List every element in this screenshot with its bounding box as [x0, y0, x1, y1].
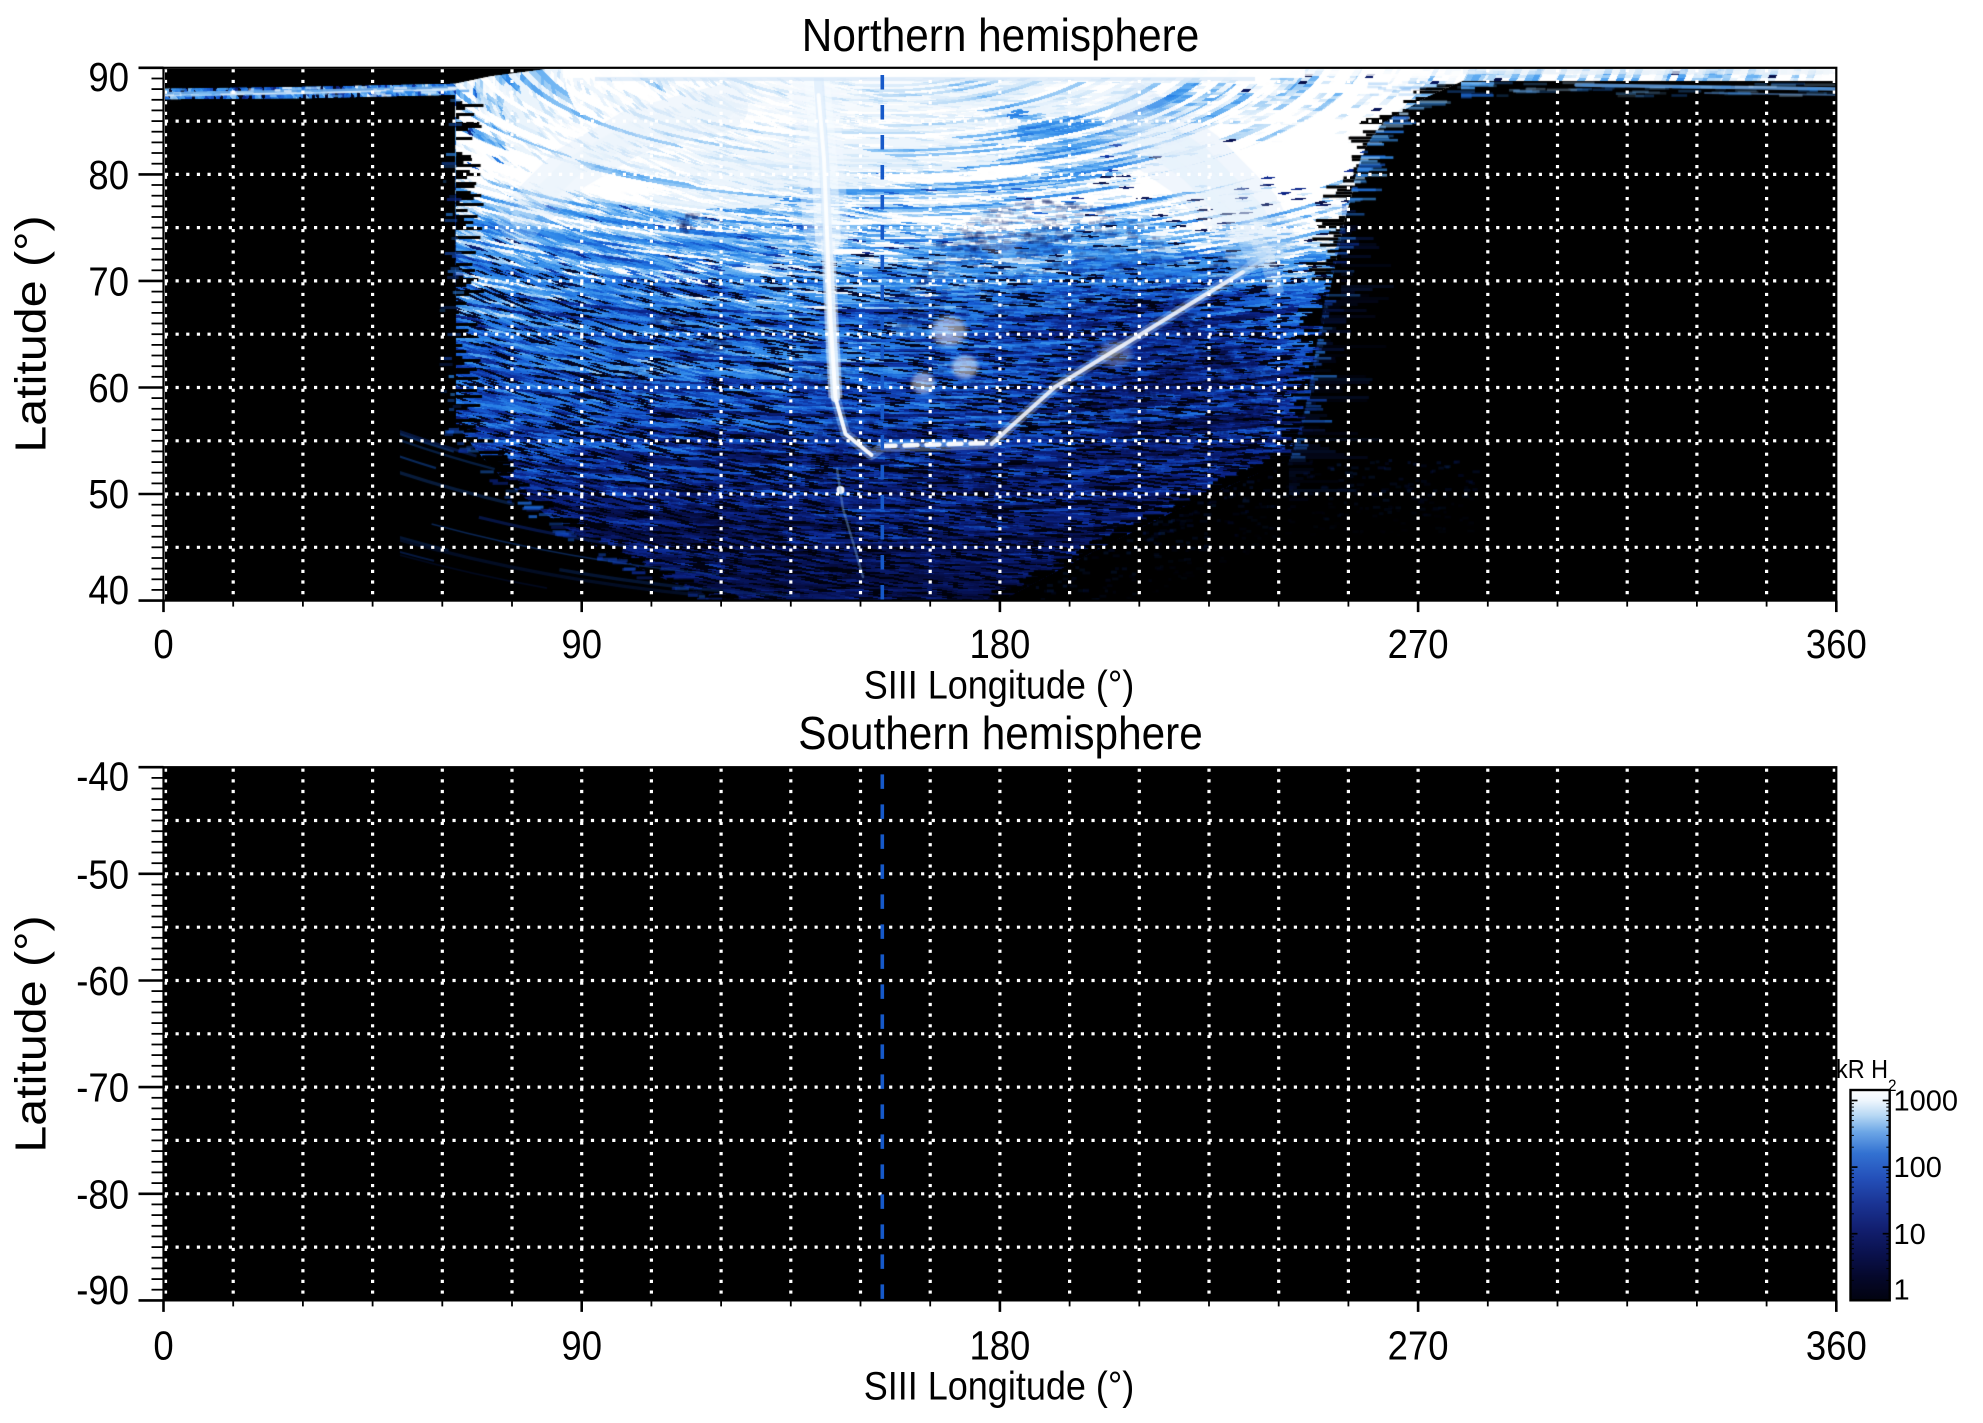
svg-text:50: 50 — [88, 472, 129, 517]
svg-text:180: 180 — [969, 1324, 1030, 1369]
svg-text:1000: 1000 — [1894, 1086, 1959, 1118]
svg-text:270: 270 — [1388, 622, 1449, 667]
svg-text:1: 1 — [1894, 1275, 1910, 1307]
svg-text:90: 90 — [561, 622, 602, 667]
svg-text:-80: -80 — [76, 1172, 129, 1217]
svg-text:Southern hemisphere: Southern hemisphere — [798, 708, 1203, 759]
svg-text:90: 90 — [561, 1324, 602, 1369]
svg-text:-50: -50 — [76, 852, 129, 897]
svg-text:10: 10 — [1894, 1219, 1926, 1251]
svg-text:SIII Longitude (°): SIII Longitude (°) — [864, 664, 1135, 708]
svg-text:SIII Longitude (°): SIII Longitude (°) — [864, 1365, 1135, 1409]
svg-text:100: 100 — [1894, 1152, 1942, 1184]
svg-text:360: 360 — [1806, 622, 1867, 667]
svg-text:-90: -90 — [76, 1268, 129, 1313]
svg-text:-70: -70 — [76, 1066, 129, 1111]
svg-text:-60: -60 — [76, 959, 129, 1004]
svg-text:Latitude (°): Latitude (°) — [6, 915, 55, 1152]
svg-text:0: 0 — [153, 1324, 173, 1369]
svg-text:270: 270 — [1388, 1324, 1449, 1369]
svg-text:Latitude (°): Latitude (°) — [6, 215, 55, 452]
svg-text:40: 40 — [88, 568, 129, 613]
svg-text:70: 70 — [88, 259, 129, 304]
svg-text:0: 0 — [153, 622, 173, 667]
svg-text:Northern hemisphere: Northern hemisphere — [802, 10, 1199, 61]
svg-text:80: 80 — [88, 153, 129, 198]
svg-text:-40: -40 — [76, 755, 129, 800]
svg-text:360: 360 — [1806, 1324, 1867, 1369]
svg-text:180: 180 — [969, 622, 1030, 667]
svg-text:90: 90 — [88, 55, 129, 100]
svg-text:60: 60 — [88, 366, 129, 411]
